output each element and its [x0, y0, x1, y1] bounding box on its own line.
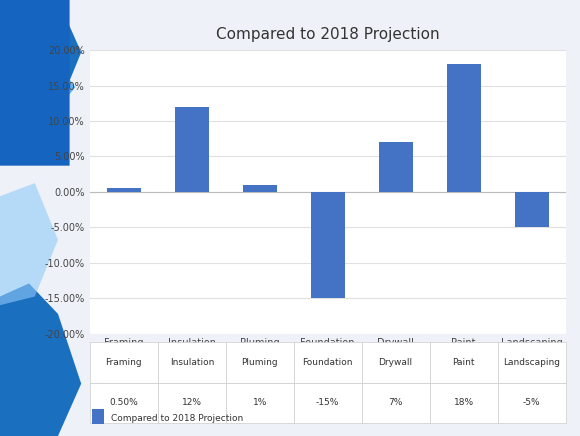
Bar: [175, 107, 209, 192]
Bar: [107, 188, 141, 192]
Text: Compared to 2018 Projection: Compared to 2018 Projection: [111, 414, 243, 423]
Polygon shape: [0, 57, 75, 122]
Title: Compared to 2018 Projection: Compared to 2018 Projection: [216, 27, 440, 42]
Polygon shape: [0, 183, 58, 305]
Bar: [379, 142, 412, 192]
Bar: [514, 192, 549, 227]
Bar: [243, 185, 277, 192]
Polygon shape: [0, 0, 81, 109]
Polygon shape: [0, 283, 81, 436]
Bar: [92, 409, 104, 424]
Bar: [311, 192, 345, 298]
Bar: [447, 64, 481, 192]
